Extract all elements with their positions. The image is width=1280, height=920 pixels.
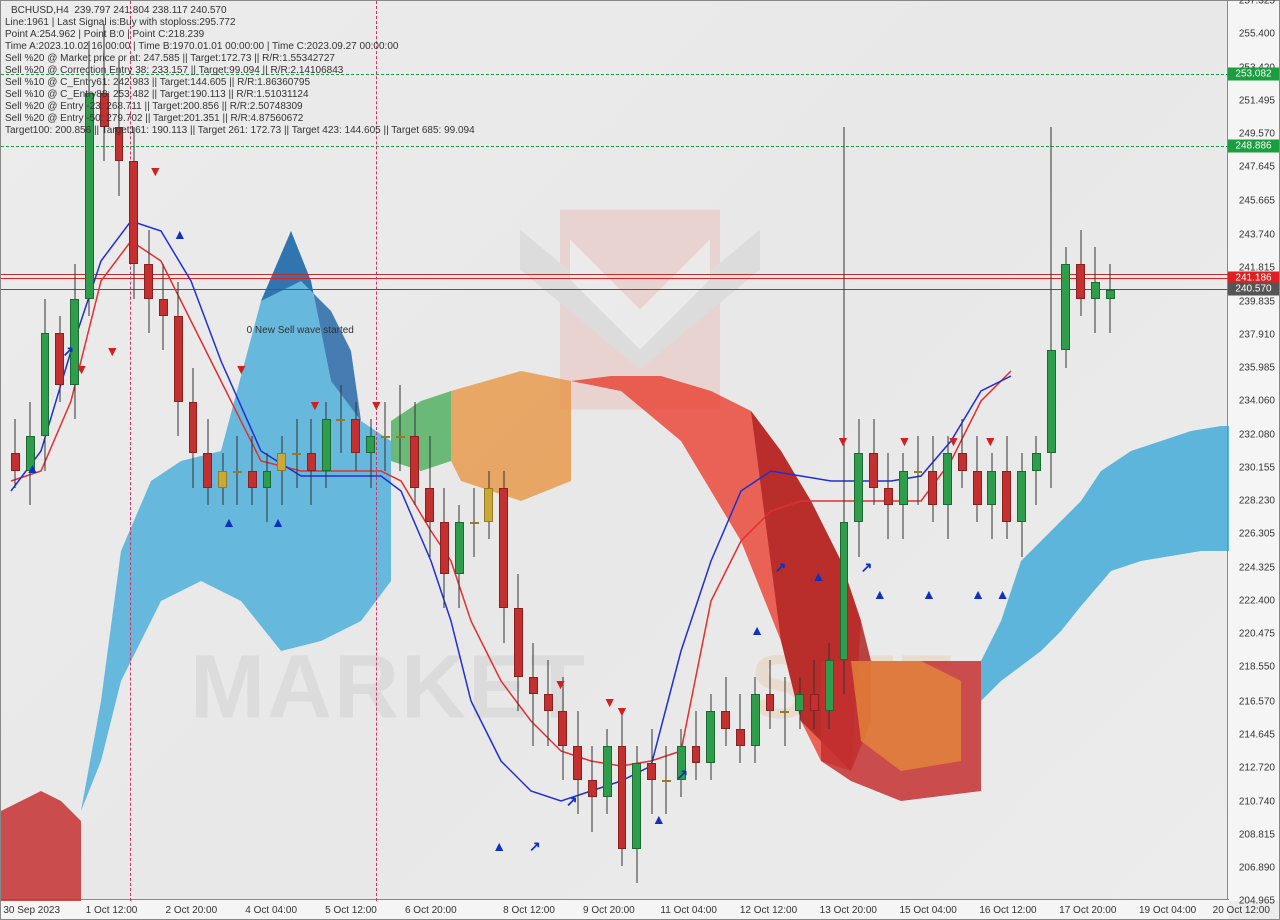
arrow-down-icon: ▼ (148, 163, 162, 179)
x-axis-label: 20 Oct 12:00 (1213, 905, 1270, 916)
x-axis-label: 17 Oct 20:00 (1059, 905, 1116, 916)
info-line: Point A:254.962 | Point B:0 | Point C:21… (5, 29, 204, 40)
x-axis: 30 Sep 2023 1 Oct 12:00 2 Oct 20:00 4 Oct 0… (1, 899, 1229, 919)
arrow-down-icon: ▼ (554, 676, 568, 692)
arrow-up-icon: ▲ (811, 568, 825, 584)
arrow-up-icon: ↗ (566, 793, 578, 810)
price-marker: 240.570 (1228, 283, 1279, 296)
wave-annotation: 0 New Sell wave started (247, 325, 354, 336)
moving-averages (1, 1, 1229, 901)
x-axis-label: 13 Oct 20:00 (820, 905, 877, 916)
info-line: Sell %10 @ C_Entry61: 242.983 || Target:… (5, 77, 310, 88)
y-axis-label: 239.835 (1239, 296, 1275, 307)
arrow-up-icon: ↗ (62, 343, 74, 360)
symbol-title: BCHUSD,H4 239.797 241.804 238.117 240.57… (11, 5, 227, 16)
x-axis-label: 30 Sep 2023 (3, 905, 60, 916)
arrow-down-icon: ▼ (75, 361, 89, 377)
arrow-down-icon: ▼ (369, 397, 383, 413)
y-axis-label: 249.570 (1239, 129, 1275, 140)
x-axis-label: 9 Oct 20:00 (583, 905, 635, 916)
x-axis-label: 16 Oct 12:00 (979, 905, 1036, 916)
arrow-up-icon: ▲ (173, 226, 187, 242)
x-axis-label: 11 Oct 04:00 (660, 905, 717, 916)
info-line: Sell %20 @ Entry -50: 279.702 || Target:… (5, 113, 303, 124)
info-line: Sell %20 @ Entry -23: 268.711 || Target:… (5, 101, 303, 112)
price-marker: 248.886 (1228, 139, 1279, 152)
info-line: Sell %20 @ Market price or at: 247.585 |… (5, 53, 335, 64)
x-axis-label: 8 Oct 12:00 (503, 905, 555, 916)
y-axis-label: 224.325 (1239, 563, 1275, 574)
arrow-up-icon: ↗ (775, 559, 787, 576)
y-axis-label: 251.495 (1239, 96, 1275, 107)
y-axis-label: 245.665 (1239, 196, 1275, 207)
arrow-down-icon: ▼ (105, 343, 119, 359)
arrow-up-icon: ▲ (652, 811, 666, 827)
y-axis-label: 257.325 (1239, 0, 1275, 7)
info-line: Target100: 200.856 || Target161: 190.113… (5, 125, 475, 136)
y-axis-label: 247.645 (1239, 162, 1275, 173)
arrow-down-icon: ▼ (234, 361, 248, 377)
chart-container: MARKET SITE (0, 0, 1280, 920)
x-axis-label: 15 Oct 04:00 (899, 905, 956, 916)
y-axis-label: 208.815 (1239, 829, 1275, 840)
x-axis-label: 4 Oct 04:00 (245, 905, 297, 916)
arrow-up-icon: ▲ (26, 460, 40, 476)
arrow-up-icon: ↗ (861, 559, 873, 576)
arrow-up-icon: ▲ (271, 514, 285, 530)
x-axis-label: 19 Oct 04:00 (1139, 905, 1196, 916)
y-axis-label: 216.570 (1239, 696, 1275, 707)
y-axis-label: 214.645 (1239, 729, 1275, 740)
arrow-up-icon: ↗ (676, 766, 688, 783)
arrow-up-icon: ▲ (750, 622, 764, 638)
y-axis-label: 232.080 (1239, 429, 1275, 440)
y-axis-label: 230.155 (1239, 463, 1275, 474)
y-axis-label: 210.740 (1239, 796, 1275, 807)
arrow-up-icon: ▲ (971, 586, 985, 602)
arrow-down-icon: ▼ (947, 433, 961, 449)
info-line: Sell %10 @ C_Entry88: 253.482 || Target:… (5, 89, 309, 100)
y-axis-label: 222.400 (1239, 596, 1275, 607)
chart-plot-area[interactable]: ▲↗▼▼▼▲▼▲▲▼▼▲↗▼↗▼▼▲↗▲↗▲▼↗▲▼▲▼▲▼▲ BCHUSD,H… (1, 1, 1229, 901)
y-axis: 257.325255.400253.420251.495249.570247.6… (1227, 1, 1279, 901)
y-axis-label: 235.985 (1239, 362, 1275, 373)
x-axis-label: 5 Oct 12:00 (325, 905, 377, 916)
arrow-up-icon: ▲ (222, 514, 236, 530)
y-axis-label: 237.910 (1239, 329, 1275, 340)
arrow-down-icon: ▼ (308, 397, 322, 413)
arrow-up-icon: ▲ (996, 586, 1010, 602)
y-axis-label: 255.400 (1239, 29, 1275, 40)
arrow-up-icon: ▲ (492, 838, 506, 854)
y-axis-label: 243.740 (1239, 229, 1275, 240)
arrow-down-icon: ▼ (983, 433, 997, 449)
x-axis-label: 12 Oct 12:00 (740, 905, 797, 916)
arrow-up-icon: ▲ (873, 586, 887, 602)
info-line: Sell %20 @ Correction Entry 38: 233.157 … (5, 65, 343, 76)
x-axis-label: 2 Oct 20:00 (165, 905, 217, 916)
info-line: Time A:2023.10.02 16:00:00 | Time B:1970… (5, 41, 398, 52)
x-axis-label: 1 Oct 12:00 (86, 905, 138, 916)
y-axis-label: 220.475 (1239, 629, 1275, 640)
arrow-down-icon: ▼ (836, 433, 850, 449)
arrow-up-icon: ▲ (922, 586, 936, 602)
y-axis-label: 226.305 (1239, 529, 1275, 540)
y-axis-label: 206.890 (1239, 862, 1275, 873)
price-marker: 253.082 (1228, 67, 1279, 80)
x-axis-label: 6 Oct 20:00 (405, 905, 457, 916)
y-axis-label: 218.550 (1239, 662, 1275, 673)
y-axis-label: 234.060 (1239, 395, 1275, 406)
arrow-down-icon: ▼ (615, 703, 629, 719)
y-axis-label: 212.720 (1239, 762, 1275, 773)
arrow-up-icon: ↗ (529, 838, 541, 855)
info-line: Line:1961 | Last Signal is:Buy with stop… (5, 17, 236, 28)
arrow-down-icon: ▼ (897, 433, 911, 449)
y-axis-label: 228.230 (1239, 496, 1275, 507)
